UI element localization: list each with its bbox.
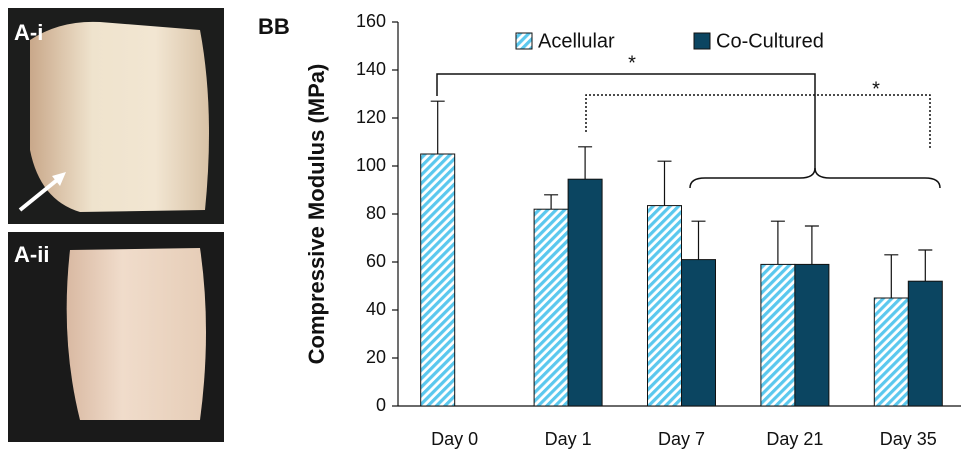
x-tick-label: Day 21 [766,429,823,449]
significance-bracket [436,73,941,189]
panel-label: A-i [14,20,43,45]
bar [760,263,796,407]
legend-swatch [693,32,711,50]
photo-a-i [8,8,224,224]
y-tick-label: 0 [376,395,386,415]
panel-label: A-ii [14,242,49,267]
bar [794,263,830,407]
error-bar [691,220,706,260]
y-axis-title: Compressive Modulus (MPa) [304,64,329,365]
bar [647,205,682,407]
annotation: * [628,52,636,74]
y-tick-label: 60 [366,251,386,271]
bar [681,259,716,407]
legend-swatch [515,32,533,50]
error-bar [804,225,819,265]
error-bar [544,194,559,210]
error-bar [657,160,672,206]
bar [567,178,603,407]
x-tick-label: Day 7 [658,429,705,449]
annotation: * [872,78,880,100]
y-tick-label: 160 [356,11,386,31]
error-bar [578,146,593,180]
x-tick-label: Day 0 [431,429,478,449]
y-tick-label: 20 [366,347,386,367]
panel-label: BB [258,14,290,39]
legend-label: Co-Cultured [716,30,824,52]
legend-label: Acellular [538,30,615,52]
y-tick-label: 120 [356,107,386,127]
error-bar [918,249,933,282]
error-bar [430,100,445,154]
bar [873,297,909,407]
error-bar [770,220,785,265]
bar [533,208,569,407]
bar [907,280,943,407]
y-tick-label: 40 [366,299,386,319]
y-tick-label: 140 [356,59,386,79]
x-tick-label: Day 1 [545,429,592,449]
y-tick-label: 80 [366,203,386,223]
y-tick-label: 100 [356,155,386,175]
photo-a-ii [8,232,224,442]
error-bar [884,254,899,298]
bar [420,153,456,407]
x-tick-label: Day 35 [880,429,937,449]
